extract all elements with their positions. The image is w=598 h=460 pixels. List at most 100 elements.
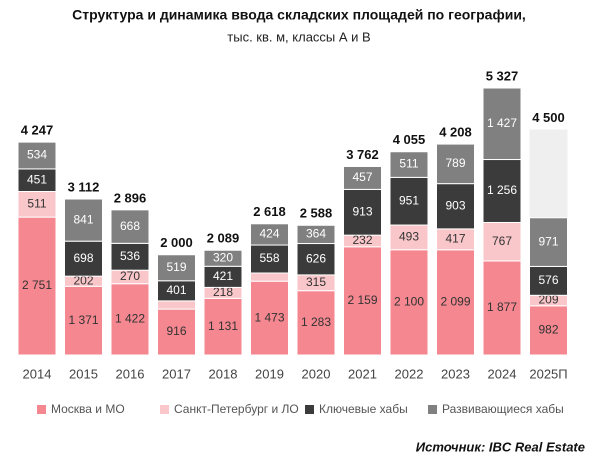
x-tick-label: 2020 <box>302 366 331 381</box>
bar-segment <box>343 188 382 236</box>
value-label: 1 427 <box>487 116 517 130</box>
total-label: 2 588 <box>300 206 333 221</box>
value-label: 789 <box>445 156 465 170</box>
bar-segment <box>529 305 568 356</box>
x-tick-label: 2021 <box>348 366 377 381</box>
value-label: 511 <box>399 157 418 171</box>
value-label: 364 <box>306 227 326 241</box>
total-label: 2 000 <box>160 235 193 250</box>
bar-segment <box>343 165 382 190</box>
value-label: 2 751 <box>22 278 52 292</box>
chart-subtitle: тыс. кв. м, классы А и В <box>227 29 370 44</box>
bar-segment <box>296 290 336 356</box>
bar-segment <box>436 183 475 230</box>
value-label: 209 <box>538 293 558 307</box>
total-label: 4 247 <box>21 123 54 138</box>
total-label: 5 327 <box>486 68 519 83</box>
value-label: 2 099 <box>440 295 470 309</box>
bar-segment <box>529 217 568 267</box>
value-label: 841 <box>73 212 93 226</box>
x-tick-label: 2022 <box>395 366 424 381</box>
x-tick-label: 2024 <box>488 366 517 381</box>
x-tick-label: 2014 <box>23 366 52 381</box>
legend-swatch <box>428 405 437 414</box>
value-label: 903 <box>445 198 465 212</box>
bar-segment <box>482 260 522 356</box>
value-label: 916 <box>166 324 186 338</box>
value-label: 951 <box>399 193 419 207</box>
value-label: 451 <box>27 172 47 186</box>
bar-segment <box>157 254 196 282</box>
bar-segment <box>250 272 289 282</box>
x-tick-label: 2016 <box>116 366 145 381</box>
bar-segment <box>482 159 522 223</box>
value-label: 668 <box>120 219 140 233</box>
x-tick-label: 2017 <box>162 366 191 381</box>
value-label: 1 256 <box>487 183 517 197</box>
bar-segment <box>296 243 336 276</box>
bar-segment <box>436 143 475 185</box>
legend-swatch <box>160 405 169 414</box>
value-label: 1 371 <box>68 313 98 327</box>
bar-segment <box>343 246 382 356</box>
value-label: 401 <box>166 283 186 297</box>
bar-segment <box>482 87 522 161</box>
value-label: 1 422 <box>115 312 145 326</box>
legend-swatch <box>37 405 46 414</box>
bar-segment <box>110 242 150 271</box>
bar-segment <box>296 224 336 245</box>
bar-segment <box>389 151 429 178</box>
legend-label: Москва и МО <box>51 402 125 416</box>
total-label: 2 618 <box>253 204 286 219</box>
x-tick-label: 2018 <box>209 366 238 381</box>
value-label: 971 <box>538 234 558 248</box>
chart-title: Структура и динамика ввода складских пло… <box>72 7 526 23</box>
value-label: 626 <box>306 251 326 265</box>
bar-segment <box>157 300 196 310</box>
total-label: 4 208 <box>439 125 472 140</box>
value-label: 1 473 <box>254 310 284 324</box>
bar-segment <box>17 216 57 356</box>
value-label: 202 <box>73 273 93 287</box>
value-label: 1 283 <box>301 315 331 329</box>
legend-swatch <box>305 405 314 414</box>
value-label: 218 <box>213 285 233 299</box>
x-tick-label: 2023 <box>441 366 470 381</box>
value-label: 558 <box>259 251 279 265</box>
bar-segment <box>250 244 289 274</box>
value-label: 424 <box>259 227 279 241</box>
legend-label: Развивающиеся хабы <box>442 402 564 416</box>
x-tick-label: 2015 <box>69 366 98 381</box>
bar-segment <box>17 141 57 170</box>
legend-label: Ключевые хабы <box>319 402 408 416</box>
value-label: 767 <box>492 234 512 248</box>
value-label: 1 877 <box>487 300 517 314</box>
value-label: 534 <box>27 148 47 162</box>
bar-segment <box>110 209 150 244</box>
total-label: 4 055 <box>393 132 426 147</box>
value-label: 493 <box>399 230 419 244</box>
total-label: 2 089 <box>207 231 240 246</box>
total-label: 2 896 <box>114 190 147 205</box>
source: Источник: IBC Real Estate <box>416 439 585 454</box>
bar-segment <box>389 224 429 251</box>
bar-segment <box>250 223 289 246</box>
total-label: 3 112 <box>68 179 100 194</box>
legend-label: Санкт-Петербург и ЛО <box>174 402 299 416</box>
x-tick-label: 2025П <box>529 366 567 381</box>
value-label: 270 <box>120 269 140 283</box>
bar-segment <box>389 249 429 356</box>
bar-segment <box>64 198 103 242</box>
value-label: 576 <box>538 273 558 287</box>
value-label: 417 <box>445 232 465 246</box>
bar-segment <box>436 249 475 356</box>
bar-segment <box>203 297 243 356</box>
value-label: 232 <box>352 233 372 247</box>
value-label: 421 <box>213 269 233 283</box>
value-label: 913 <box>352 204 372 218</box>
bar-segment <box>203 249 243 267</box>
bar-segment <box>64 285 103 356</box>
value-label: 982 <box>538 323 558 337</box>
value-label: 2 159 <box>347 293 377 307</box>
